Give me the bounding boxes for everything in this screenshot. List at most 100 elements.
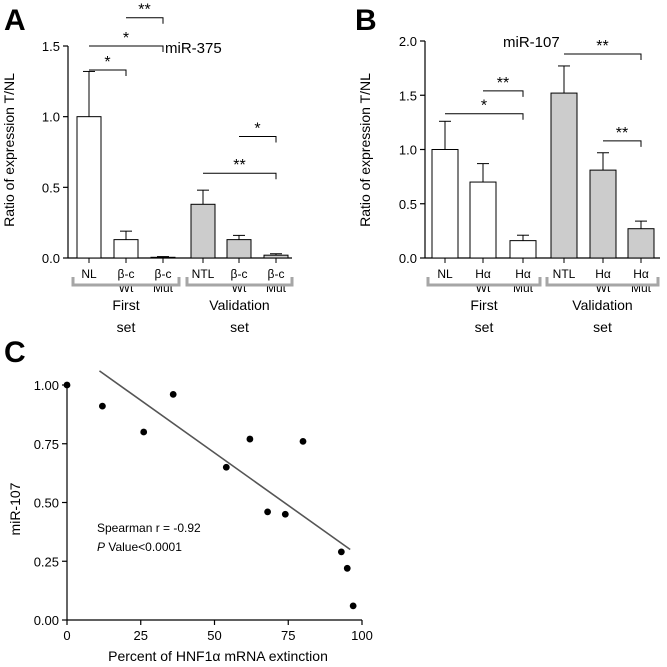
- panel-a-title: miR-375: [165, 40, 222, 57]
- panel-b-group-label: First: [470, 297, 497, 313]
- panel-c-data-point: [299, 438, 307, 445]
- panel-a-bar: [263, 254, 289, 259]
- panel-a-category-label: Mut: [153, 281, 174, 295]
- panel-c-ytick-label: 0.00: [34, 613, 59, 628]
- panel-a-bar: [113, 239, 139, 259]
- panel-a-ytick-label: 1.0: [42, 110, 60, 125]
- panel-c-xtick-label: 100: [351, 628, 373, 643]
- panel-letter-c: C: [4, 336, 26, 369]
- panel-b-significance-label: **: [596, 38, 608, 55]
- panel-a-significance-label: *: [104, 54, 110, 71]
- panel-a-category-label: NL: [81, 267, 97, 281]
- panel-b-bar: [509, 240, 537, 259]
- panel-c-xtick-label: 75: [281, 628, 295, 643]
- panel-a-category-label: Wt: [119, 281, 134, 295]
- panel-a-category-label: β-c: [268, 267, 285, 281]
- panel-c-regression-line: [98, 370, 351, 551]
- panel-c-ytick-label: 0.50: [34, 496, 59, 511]
- panel-b-group-bracket: [426, 277, 542, 287]
- panel-c-data-point: [169, 391, 177, 398]
- panel-b-significance-label: **: [616, 125, 628, 142]
- panel-a-significance-bracket: [203, 172, 277, 180]
- panel-c-ytick-label: 0.25: [34, 554, 59, 569]
- panel-b-significance-bracket: [564, 53, 642, 61]
- panel-a-ytick-label: 0.5: [42, 180, 60, 195]
- panel-a-group-label: Validation: [209, 297, 269, 313]
- panel-b-category-label: Mut: [513, 281, 534, 295]
- panel-c-data-point: [99, 402, 106, 410]
- panel-b-significance-bracket: [483, 90, 524, 97]
- panel-b-group-label: set: [593, 319, 612, 335]
- panel-c-xtick-label: 0: [63, 628, 70, 643]
- panel-c-ylabel: miR-107: [7, 482, 23, 535]
- panel-a-bar: [76, 116, 102, 259]
- panel-b-ytick-label: 1.5: [399, 88, 417, 103]
- panel-b-category-label: Hα: [515, 267, 531, 281]
- panel-a-category-label: Mut: [266, 281, 287, 295]
- panel-a-bar: [190, 203, 216, 259]
- panel-b-bar: [431, 149, 459, 259]
- panel-b-bar: [469, 181, 497, 259]
- panel-c-xtick-label: 50: [207, 628, 221, 643]
- panel-c-xlabel: Percent of HNF1α mRNA extinction: [108, 648, 328, 664]
- panel-a-group-label: set: [117, 319, 136, 335]
- panel-c-data-point: [140, 428, 148, 436]
- panel-a-group-label: set: [230, 319, 249, 335]
- panel-a-significance-bracket: [89, 69, 127, 77]
- panel-b-ylabel: Ratio of expression T/NL: [357, 73, 373, 227]
- panel-c-data-point: [343, 564, 351, 572]
- panel-b-bar: [627, 228, 655, 259]
- panel-c-ytick-label: 1.00: [34, 378, 59, 393]
- panel-c-data-point: [246, 435, 254, 443]
- panel-c-ytick-label: 0.75: [34, 437, 59, 452]
- panel-a-category-label: Wt: [232, 281, 247, 295]
- panel-c-data-point: [264, 508, 271, 516]
- panel-a-category-label: NTL: [192, 267, 215, 281]
- panel-b-category-label: Mut: [631, 281, 652, 295]
- panel-a-category-label: β-c: [155, 267, 172, 281]
- panel-b-ytick-label: 1.0: [399, 143, 417, 158]
- panel-a-ytick-label: 0.0: [42, 251, 60, 266]
- panel-a-ylabel: Ratio of expression T/NL: [1, 73, 17, 227]
- panel-a-significance-bracket: [89, 45, 164, 52]
- panel-b-group-bracket: [545, 277, 660, 287]
- panel-b-category-label: Wt: [596, 281, 611, 295]
- panel-b-category-label: Hα: [595, 267, 611, 281]
- panel-b-category-label: NTL: [553, 267, 576, 281]
- panel-c-data-point: [281, 510, 289, 518]
- panel-a-significance-label: **: [138, 2, 150, 19]
- panel-letter-a: A: [4, 4, 26, 37]
- panel-a-significance-label: *: [123, 30, 129, 47]
- panel-c-data-point: [63, 381, 71, 389]
- panel-b-category-label: Hα: [475, 267, 491, 281]
- panel-a-significance-label: **: [233, 157, 245, 174]
- panel-c-data-point: [222, 463, 230, 471]
- panel-b-bar: [550, 92, 578, 259]
- panel-a-category-label: β-c: [118, 267, 135, 281]
- panel-letter-b: B: [355, 4, 377, 37]
- panel-c-data-point: [349, 602, 357, 610]
- panel-b-ytick-label: 2.0: [399, 34, 417, 49]
- panel-b-category-label: Hα: [633, 267, 649, 281]
- panel-a-group-bracket: [71, 277, 181, 287]
- panel-a-group-label: First: [112, 297, 139, 313]
- panel-b-ytick-label: 0.0: [399, 251, 417, 266]
- panel-c-chart: 0.00 0.25 0.50 0.75 1.00 0 25 50 75 100: [34, 370, 373, 643]
- p-value-annotation: P Value<0.0001: [97, 540, 182, 554]
- panel-b-ytick-label: 0.5: [399, 197, 417, 212]
- panel-c-data-point: [337, 548, 345, 556]
- panel-b-significance-bracket: [445, 113, 524, 120]
- panel-c-xtick-label: 25: [134, 628, 148, 643]
- panel-b-category-label: NL: [437, 267, 453, 281]
- panel-a-group-bracket: [185, 277, 294, 287]
- panel-b-significance-bracket: [603, 140, 642, 147]
- panel-b-group-label: Validation: [572, 297, 632, 313]
- p-value-italic-p: P: [97, 540, 105, 554]
- p-value-rest: Value<0.0001: [105, 540, 182, 554]
- panel-a-significance-bracket: [239, 135, 277, 143]
- panel-a-ytick-label: 1.5: [42, 39, 60, 54]
- panel-b-title: miR-107: [503, 34, 560, 51]
